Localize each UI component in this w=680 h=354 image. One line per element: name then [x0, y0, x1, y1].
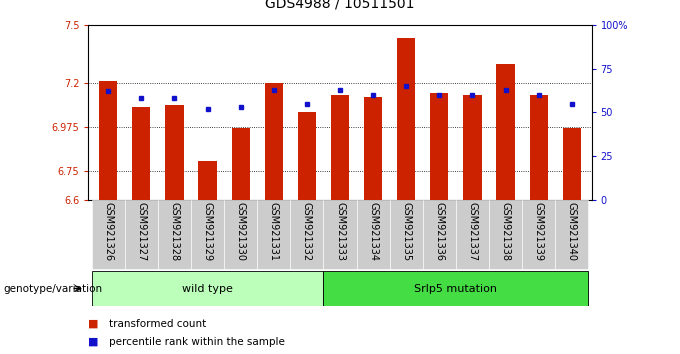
- Bar: [265, 83, 283, 200]
- Text: genotype/variation: genotype/variation: [3, 284, 103, 293]
- Text: GSM921337: GSM921337: [467, 202, 477, 261]
- Bar: [158, 200, 191, 269]
- Bar: [390, 200, 423, 269]
- Bar: [199, 161, 217, 200]
- Text: transformed count: transformed count: [109, 319, 206, 329]
- Text: GSM921335: GSM921335: [401, 202, 411, 261]
- Bar: [99, 81, 118, 200]
- Text: GSM921333: GSM921333: [335, 202, 345, 261]
- Bar: [191, 200, 224, 269]
- Bar: [290, 200, 324, 269]
- Text: Srlp5 mutation: Srlp5 mutation: [414, 284, 497, 293]
- Text: ■: ■: [88, 319, 99, 329]
- Text: wild type: wild type: [182, 284, 233, 293]
- Text: GSM921326: GSM921326: [103, 202, 114, 261]
- Text: GSM921330: GSM921330: [236, 202, 245, 261]
- Bar: [489, 200, 522, 269]
- Bar: [257, 200, 290, 269]
- Bar: [232, 128, 250, 200]
- Bar: [423, 200, 456, 269]
- Bar: [125, 200, 158, 269]
- Text: GSM921338: GSM921338: [500, 202, 511, 261]
- Bar: [224, 200, 257, 269]
- Text: GSM921334: GSM921334: [368, 202, 378, 261]
- Text: GSM921331: GSM921331: [269, 202, 279, 261]
- Text: percentile rank within the sample: percentile rank within the sample: [109, 337, 285, 347]
- Text: GSM921336: GSM921336: [435, 202, 444, 261]
- Bar: [324, 271, 588, 306]
- Bar: [397, 38, 415, 200]
- Bar: [92, 271, 324, 306]
- Bar: [165, 104, 184, 200]
- Text: ■: ■: [88, 337, 99, 347]
- Bar: [298, 112, 316, 200]
- Text: GSM921327: GSM921327: [137, 202, 146, 261]
- Bar: [430, 93, 448, 200]
- Bar: [92, 200, 125, 269]
- Text: GSM921339: GSM921339: [534, 202, 543, 261]
- Bar: [555, 200, 588, 269]
- Text: GSM921329: GSM921329: [203, 202, 213, 261]
- Text: GSM921340: GSM921340: [566, 202, 577, 261]
- Bar: [324, 200, 356, 269]
- Text: GSM921332: GSM921332: [302, 202, 312, 261]
- Bar: [530, 95, 547, 200]
- Bar: [496, 64, 515, 200]
- Bar: [364, 97, 382, 200]
- Bar: [463, 95, 481, 200]
- Bar: [356, 200, 390, 269]
- Text: GSM921328: GSM921328: [169, 202, 180, 261]
- Bar: [456, 200, 489, 269]
- Text: GDS4988 / 10511501: GDS4988 / 10511501: [265, 0, 415, 11]
- Bar: [562, 128, 581, 200]
- Bar: [331, 95, 349, 200]
- Bar: [522, 200, 555, 269]
- Bar: [133, 107, 150, 200]
